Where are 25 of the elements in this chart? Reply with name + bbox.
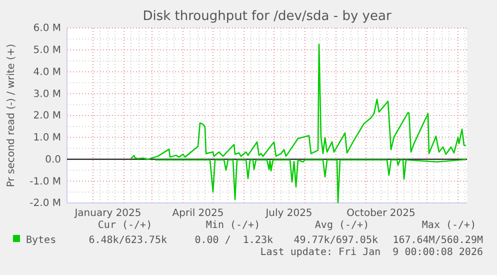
x-tick-label: October 2025 (346, 208, 416, 220)
y-tick-label: 4.0 M (33, 66, 61, 78)
text: Max (-/+) (422, 220, 476, 231)
y-axis-title: Pr second read (-) / write (+) (6, 44, 17, 188)
legend-label: Bytes (26, 235, 56, 246)
x-tick-label: April 2025 (172, 208, 224, 220)
text: Min (-/+) (206, 220, 260, 231)
y-tick-label: -2.0 M (30, 198, 61, 210)
y-tick-label: 2.0 M (33, 110, 61, 122)
text: Avg (-/+) (314, 220, 370, 231)
x-tick-label: January 2025 (74, 208, 142, 220)
text: Cur (-/+) (98, 220, 152, 231)
y-tick-label: 5.0 M (33, 45, 61, 56)
x-tick-label: July 2025 (264, 208, 312, 220)
y-tick-label: 6.0 M (33, 23, 61, 34)
y-tick-label: 0.0 (45, 154, 61, 166)
text: 6.48k/623.75k (88, 235, 167, 246)
y-tick-label: 1.0 M (33, 132, 61, 144)
text: 167.64M/560.29M (392, 235, 483, 246)
chart-title: Disk throughput for /dev/sda - by year (142, 9, 392, 24)
y-tick-label: -1.0 M (30, 176, 61, 188)
text: 49.77k/697.05k (294, 235, 378, 246)
text: 0.00 / 1.23k (194, 235, 273, 246)
y-tick-label: 3.0 M (33, 88, 61, 100)
text: Last update: Fri Jan 9 00:00:08 2026 (260, 247, 483, 258)
